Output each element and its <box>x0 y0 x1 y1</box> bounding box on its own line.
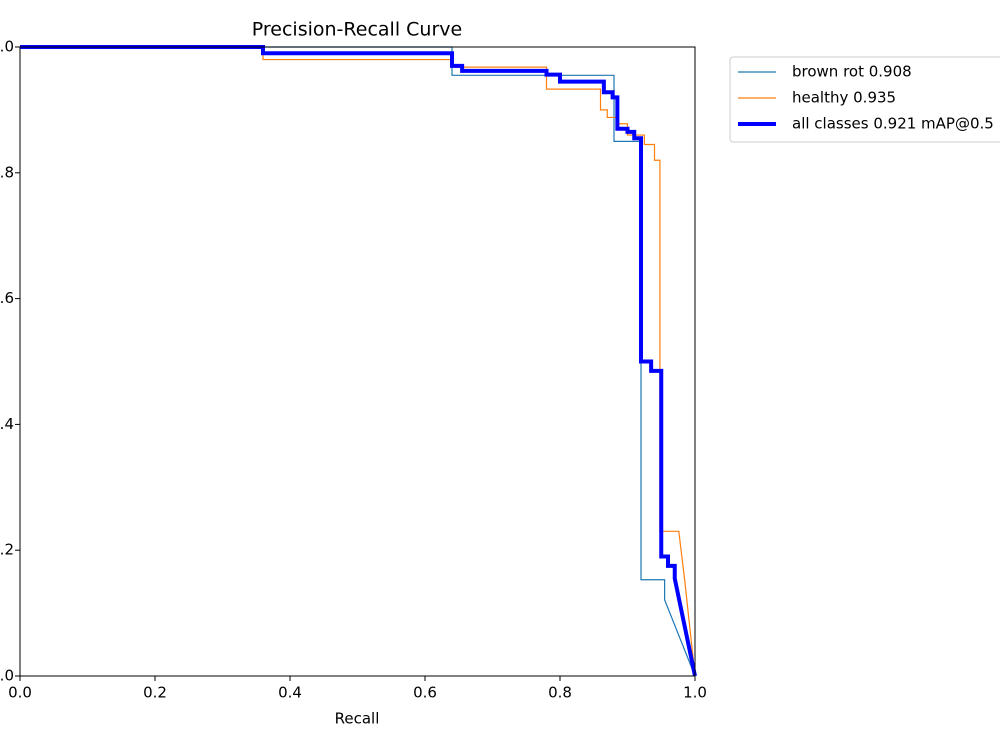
x-axis-label: Recall <box>335 710 380 728</box>
legend-box <box>729 56 1000 143</box>
pr-curve <box>20 45 697 677</box>
y-tick-label: 1.0 <box>0 38 14 56</box>
legend-label: healthy 0.935 <box>792 89 896 107</box>
plot-frame <box>19 46 696 677</box>
y-tick-label: 0.2 <box>0 541 14 559</box>
x-tick-label: 0.0 <box>8 684 32 702</box>
y-tick-label: 0.4 <box>0 415 14 433</box>
chart-title: Precision-Recall Curve <box>252 19 462 41</box>
x-tick-label: 0.6 <box>413 684 437 702</box>
legend-label: all classes 0.921 mAP@0.5 <box>792 115 994 133</box>
y-tick-label: 0.8 <box>0 163 14 181</box>
y-tick-label: 0.6 <box>0 289 14 307</box>
x-tick-label: 0.8 <box>548 684 572 702</box>
legend-label: brown rot 0.908 <box>792 63 912 81</box>
x-tick-label: 0.2 <box>143 684 167 702</box>
x-tick-label: 1.0 <box>683 684 707 702</box>
x-tick-label: 0.4 <box>278 684 302 702</box>
y-tick-label: 0.0 <box>0 667 14 685</box>
